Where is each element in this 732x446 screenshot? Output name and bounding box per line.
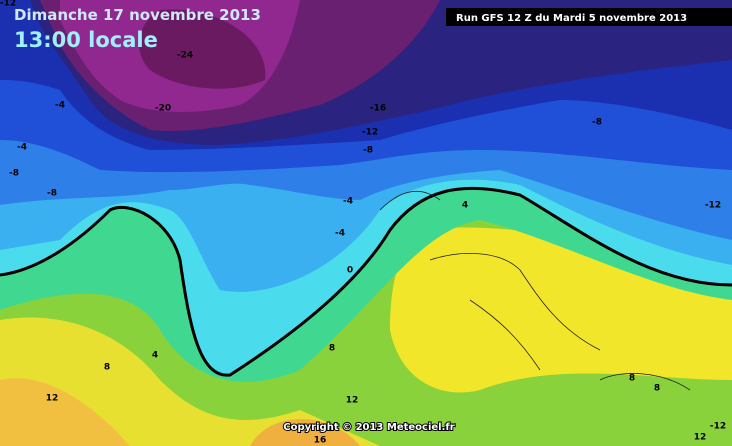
- contour-label: 4: [462, 201, 468, 211]
- contour-label: -4: [55, 101, 65, 111]
- contour-label: -8: [47, 189, 57, 199]
- contour-label: -8: [363, 146, 373, 156]
- contour-label: -12: [362, 128, 378, 138]
- contour-label: 8: [104, 363, 110, 373]
- copyright: Copyright © 2013 Meteociel.fr: [283, 422, 454, 433]
- contour-label: -4: [335, 229, 345, 239]
- freezing-contour: [0, 186, 732, 377]
- contour-label: 12: [694, 433, 707, 443]
- contour-label: -8: [592, 118, 602, 128]
- coastline: [379, 191, 691, 391]
- contour-label: -4: [17, 143, 27, 153]
- time-label: 13:00 locale: [14, 28, 158, 52]
- hot-area: [250, 419, 360, 446]
- frigid-core: [139, 9, 266, 89]
- run-label: Run GFS 12 Z du Mardi 5 novembre 2013: [456, 13, 687, 24]
- contour-label: 16: [314, 436, 327, 446]
- contour-label: 0: [347, 266, 353, 276]
- contour-label: 8: [329, 344, 335, 354]
- hot-area: [0, 378, 130, 446]
- contour-label: -12: [0, 0, 16, 9]
- contour-label: -4: [343, 197, 353, 207]
- contour-label: -16: [370, 104, 386, 114]
- contour-label: -24: [177, 51, 193, 61]
- run-box: [446, 8, 732, 26]
- contour-label: 12: [346, 396, 359, 406]
- contour-label: 4: [152, 351, 158, 361]
- contour-label: -12: [705, 201, 721, 211]
- contour-label: -20: [155, 104, 171, 114]
- contour-label: 12: [46, 394, 59, 404]
- contour-label: -8: [9, 169, 19, 179]
- contour-label: -12: [710, 422, 726, 432]
- date-label: Dimanche 17 novembre 2013: [14, 6, 261, 24]
- contour-label: 8: [629, 374, 635, 384]
- contour-label: 8: [654, 384, 660, 394]
